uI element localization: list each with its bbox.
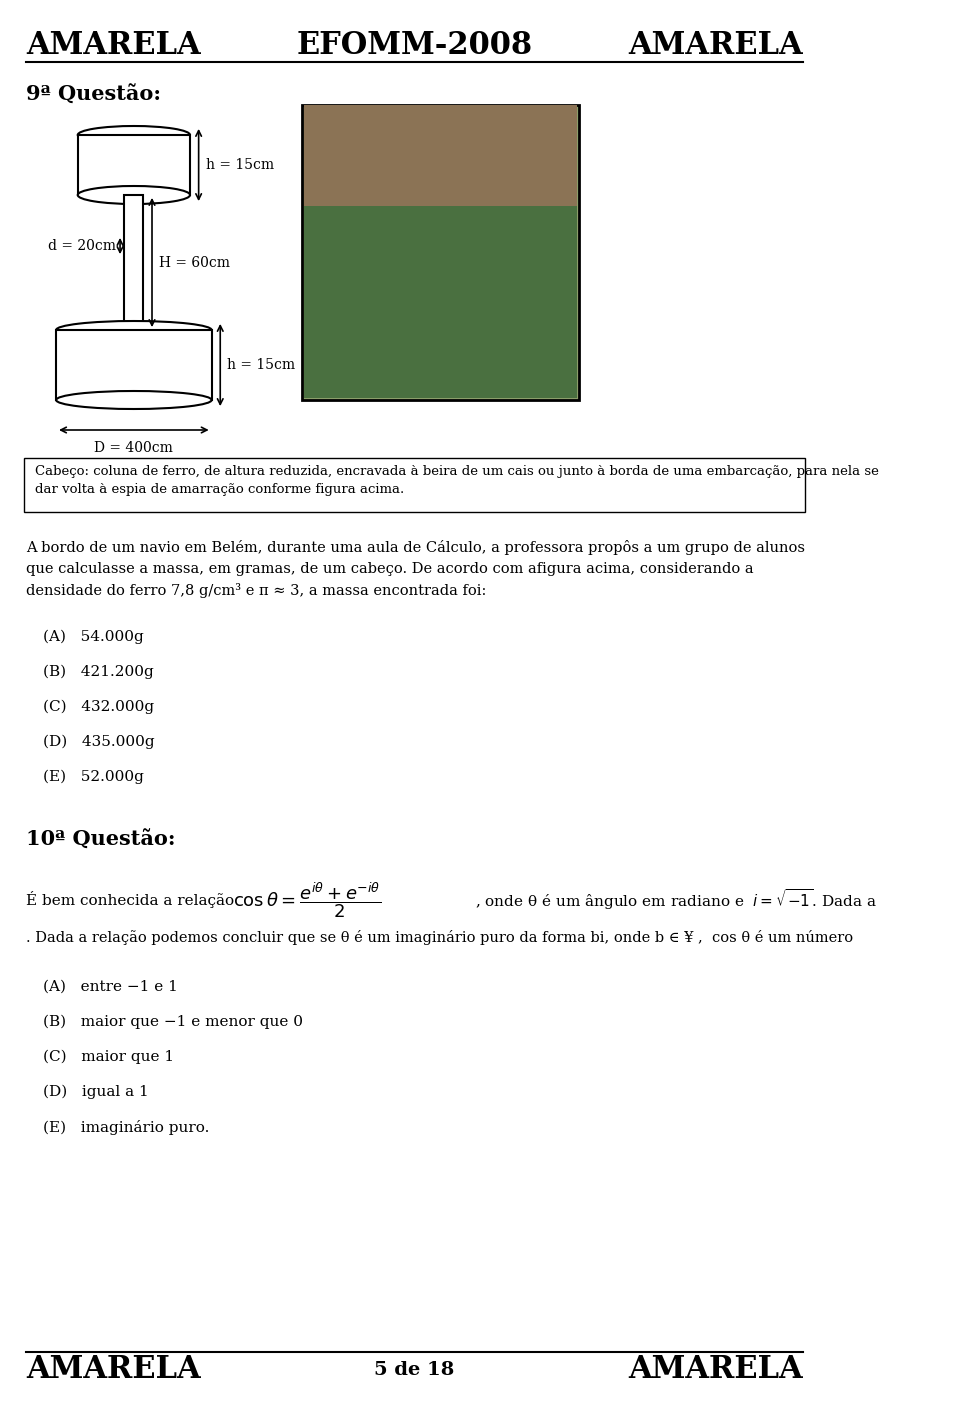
Text: (A)   54.000g: (A) 54.000g xyxy=(43,630,144,644)
Text: (E)   imaginário puro.: (E) imaginário puro. xyxy=(43,1120,209,1135)
Text: (C)   432.000g: (C) 432.000g xyxy=(43,700,155,714)
Text: É bem conhecida a relação: É bem conhecida a relação xyxy=(26,891,244,909)
Text: AMARELA: AMARELA xyxy=(26,1354,201,1386)
Text: 10ª Questão:: 10ª Questão: xyxy=(26,831,176,850)
FancyBboxPatch shape xyxy=(304,206,577,398)
Text: (C)   maior que 1: (C) maior que 1 xyxy=(43,1049,175,1065)
Text: $\cos\theta = \dfrac{e^{i\theta} + e^{-i\theta}}{2}$: $\cos\theta = \dfrac{e^{i\theta} + e^{-i… xyxy=(233,880,381,920)
Text: EFOMM-2008: EFOMM-2008 xyxy=(297,29,533,60)
Text: (D)   igual a 1: (D) igual a 1 xyxy=(43,1085,149,1100)
Text: H = 60cm: H = 60cm xyxy=(159,255,229,269)
Text: 9ª Questão:: 9ª Questão: xyxy=(26,86,161,105)
Text: 5 de 18: 5 de 18 xyxy=(374,1361,455,1379)
Ellipse shape xyxy=(78,187,190,203)
Ellipse shape xyxy=(78,126,190,145)
Polygon shape xyxy=(56,330,211,400)
Text: AMARELA: AMARELA xyxy=(26,29,201,60)
Text: (B)   maior que −1 e menor que 0: (B) maior que −1 e menor que 0 xyxy=(43,1014,303,1030)
Text: , onde θ é um ângulo em radiano e  $i = \sqrt{-1}$. Dada a: , onde θ é um ângulo em radiano e $i = \… xyxy=(475,888,876,912)
Text: A bordo de um navio em Belém, durante uma aula de Cálculo, a professora propôs a: A bordo de um navio em Belém, durante um… xyxy=(26,540,804,598)
Ellipse shape xyxy=(56,391,211,410)
Text: (B)   421.200g: (B) 421.200g xyxy=(43,665,154,679)
Text: D = 400cm: D = 400cm xyxy=(94,441,174,455)
Text: d = 20cm: d = 20cm xyxy=(48,239,116,253)
Text: (E)   52.000g: (E) 52.000g xyxy=(43,770,144,784)
Ellipse shape xyxy=(56,321,211,340)
FancyBboxPatch shape xyxy=(304,105,577,208)
Text: (A)   entre −1 e 1: (A) entre −1 e 1 xyxy=(43,981,178,993)
Text: AMARELA: AMARELA xyxy=(629,1354,804,1386)
Text: (D)   435.000g: (D) 435.000g xyxy=(43,735,155,749)
Text: Cabeço: coluna de ferro, de altura reduzida, encravada à beira de um cais ou jun: Cabeço: coluna de ferro, de altura reduz… xyxy=(35,464,878,497)
Text: . Dada a relação podemos concluir que se θ é um imaginário puro da forma bi, ond: . Dada a relação podemos concluir que se… xyxy=(26,930,853,946)
Text: h = 15cm: h = 15cm xyxy=(205,159,274,173)
Polygon shape xyxy=(78,135,190,195)
Text: h = 15cm: h = 15cm xyxy=(228,358,296,372)
FancyBboxPatch shape xyxy=(302,105,579,400)
Polygon shape xyxy=(125,195,143,330)
FancyBboxPatch shape xyxy=(24,457,804,512)
Text: AMARELA: AMARELA xyxy=(629,29,804,60)
